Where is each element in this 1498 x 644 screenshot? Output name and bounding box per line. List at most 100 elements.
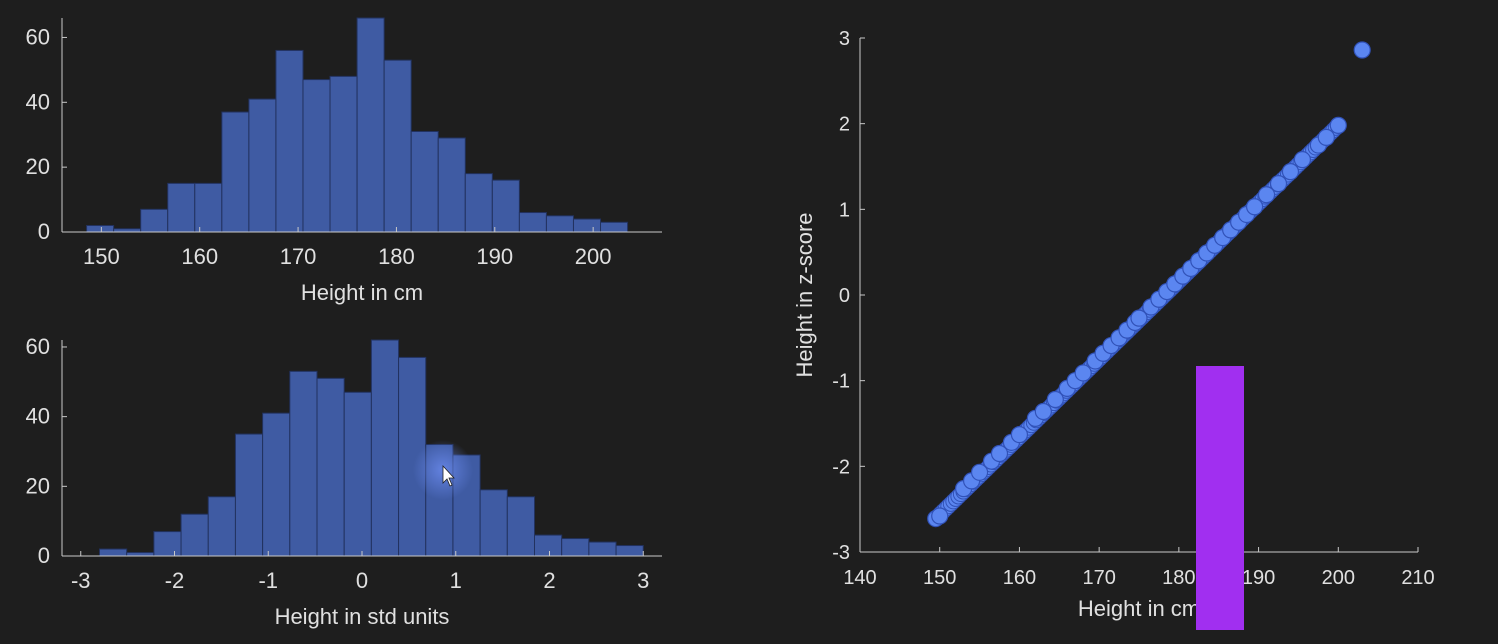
histogram-bar: [194, 182, 223, 233]
scatter-point: [970, 463, 989, 481]
histogram-bar: [343, 391, 372, 557]
histogram-bar: [370, 339, 400, 557]
histogram-bar: [534, 534, 563, 557]
histogram-bar: [518, 212, 547, 233]
x-tick-label: 170: [1082, 567, 1115, 589]
histogram-height-cm: 150 160 170 180 190 200 0 20 40 60 Height in cm: [26, 17, 662, 305]
histogram-bar: [356, 17, 385, 233]
scatter-point: [931, 507, 949, 525]
hist2-y-ticks: 0 20 40 60: [26, 334, 67, 568]
y-tick-label: 60: [26, 24, 50, 49]
y-tick-label: 0: [38, 219, 50, 244]
scatter-point: [1293, 151, 1312, 169]
x-tick-label: 3: [637, 568, 649, 593]
scatter-point: [990, 444, 1009, 463]
hist1-x-label: Height in cm: [301, 280, 423, 305]
hist1-y-ticks: 0 20 40 60: [26, 24, 67, 244]
histogram-bar: [180, 513, 209, 557]
x-tick-label: 200: [1322, 567, 1355, 589]
histogram-bar: [545, 215, 574, 233]
y-tick-label: -1: [832, 371, 850, 393]
x-tick-label: 1: [450, 568, 462, 593]
x-tick-label: 180: [1162, 567, 1195, 589]
histogram-bar: [153, 531, 182, 557]
histogram-bar: [86, 225, 115, 233]
y-tick-label: 60: [26, 334, 50, 359]
scatter-point: [1046, 390, 1064, 409]
histogram-bar: [140, 208, 169, 233]
y-tick-label: -3: [832, 542, 850, 564]
scatter-point: [1245, 198, 1264, 216]
scatter-point: [1353, 41, 1371, 59]
scatter-point: [1257, 186, 1276, 204]
x-tick-label: -2: [165, 568, 185, 593]
y-tick-label: 3: [839, 28, 850, 50]
histogram-bar: [329, 75, 358, 233]
x-tick-label: 180: [378, 244, 415, 269]
scatter-y-label: Height in z-score: [792, 212, 817, 377]
scatter-point: [1269, 175, 1288, 193]
y-tick-label: 40: [26, 89, 50, 114]
y-tick-label: -2: [832, 456, 850, 478]
histogram-bar: [248, 98, 277, 233]
histogram-bar: [289, 370, 318, 557]
y-tick-label: 0: [839, 285, 850, 307]
x-tick-label: 190: [476, 244, 513, 269]
histogram-bar: [316, 377, 345, 557]
scatter-point: [1329, 116, 1347, 134]
hist1-bars: [86, 17, 629, 233]
y-tick-label: 1: [839, 199, 850, 221]
histogram-bar: [506, 496, 535, 557]
scatter-points: [927, 41, 1371, 528]
x-tick-label: 150: [923, 567, 956, 589]
x-tick-label: -1: [258, 568, 278, 593]
histogram-bar: [262, 412, 291, 557]
scatter-point: [1130, 309, 1148, 327]
y-tick-label: 2: [839, 114, 850, 136]
histogram-bar: [126, 552, 155, 557]
histogram-bar: [167, 182, 196, 233]
x-tick-label: 150: [83, 244, 120, 269]
histogram-bar: [437, 137, 466, 233]
x-tick-label: 200: [575, 244, 612, 269]
x-tick-label: 170: [280, 244, 317, 269]
scatter-x-ticks: 140 150 160 170 180 190 200 210: [843, 547, 1435, 589]
histogram-bar: [302, 79, 331, 233]
histogram-bar: [588, 541, 617, 557]
histogram-bar: [561, 538, 590, 557]
y-tick-label: 0: [38, 543, 50, 568]
x-tick-label: 160: [1003, 567, 1036, 589]
x-tick-label: 190: [1242, 567, 1275, 589]
histogram-bar: [221, 111, 250, 233]
y-tick-label: 20: [26, 473, 50, 498]
histogram-bar: [600, 221, 629, 233]
scatter-point: [1034, 402, 1052, 421]
x-tick-label: -3: [71, 568, 91, 593]
x-tick-label: 0: [356, 568, 368, 593]
histogram-bar: [464, 173, 493, 233]
histogram-bar: [234, 433, 264, 557]
histogram-bar: [207, 496, 236, 557]
scatter-point: [1317, 128, 1335, 146]
scatter-point: [1010, 426, 1029, 444]
histogram-bar: [99, 548, 128, 557]
y-tick-label: 40: [26, 404, 50, 429]
scatter-y-ticks: -3 -2 -1 0 1 2 3: [832, 28, 865, 564]
scatter-point: [1074, 364, 1092, 382]
hist2-x-ticks: -3 -2 -1 0 1 2 3: [71, 551, 649, 593]
histogram-bar: [479, 489, 508, 557]
purple-overlay-block: [1196, 366, 1244, 630]
hist1-x-ticks: 150 160 170 180 190 200: [83, 227, 612, 269]
hist2-bars: [99, 339, 644, 557]
y-tick-label: 20: [26, 154, 50, 179]
mouse-pointer-icon: [442, 464, 455, 487]
hist2-x-label: Height in std units: [275, 604, 450, 629]
histogram-bar: [615, 545, 644, 557]
x-tick-label: 160: [181, 244, 218, 269]
x-tick-label: 140: [843, 567, 876, 589]
histogram-bar: [410, 130, 439, 233]
histogram-bar: [572, 218, 602, 233]
x-tick-label: 2: [543, 568, 555, 593]
x-tick-label: 210: [1401, 567, 1434, 589]
